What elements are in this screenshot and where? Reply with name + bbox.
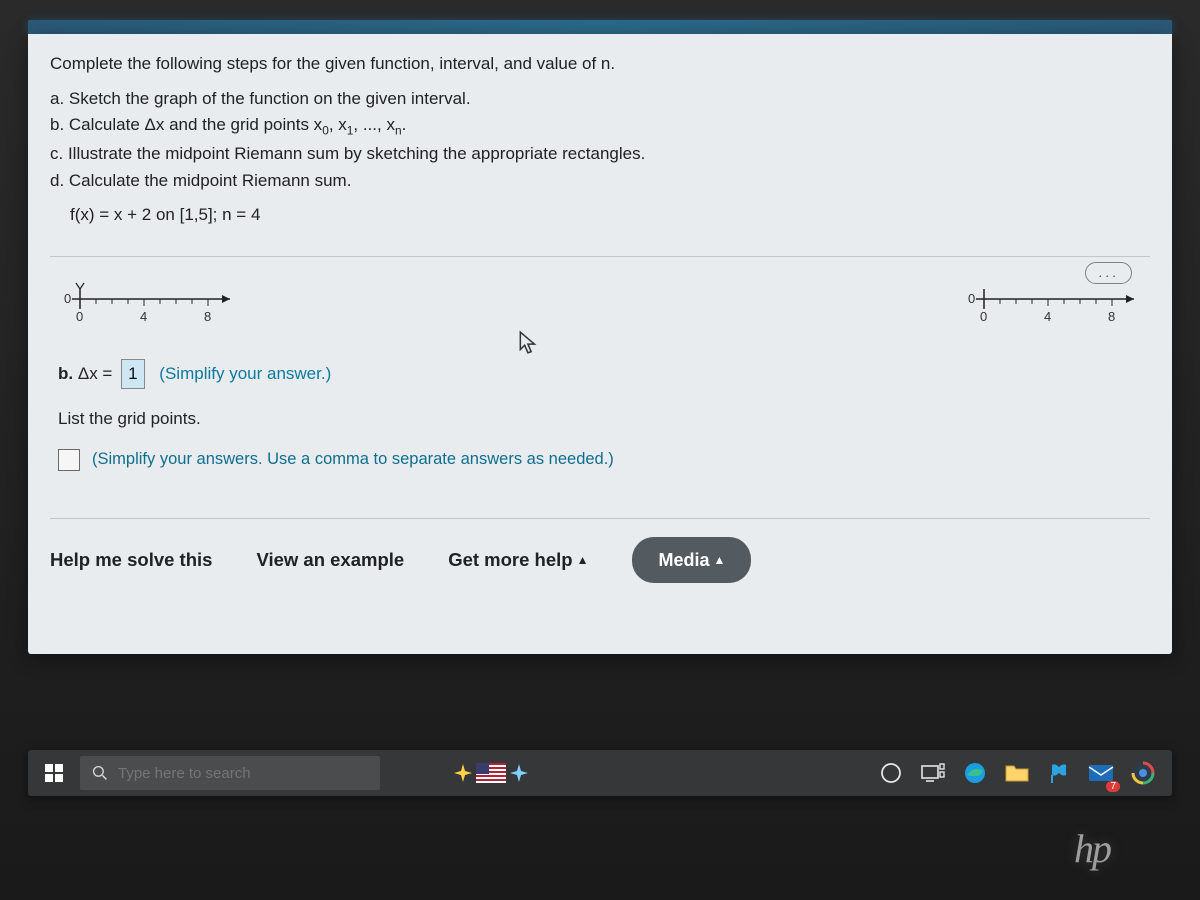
help-solve-link[interactable]: Help me solve this [50, 547, 212, 574]
windows-taskbar: 7 [28, 750, 1172, 796]
answer-b-row: b. Δx = 1 (Simplify your answer.) [58, 359, 1150, 390]
flag-icon [476, 763, 506, 783]
axis-y-label: 0 [64, 291, 71, 306]
step-c: c. Illustrate the midpoint Riemann sum b… [50, 142, 1150, 167]
media-label: Media [658, 550, 709, 570]
axis-ticks [80, 299, 208, 306]
step-b-prefix: b. Calculate Δx and the grid points x [50, 115, 322, 134]
step-b-dots: , ..., x [353, 115, 395, 134]
get-more-help-link[interactable]: Get more help ▲ [448, 547, 588, 574]
monitor-frame: Complete the following steps for the giv… [0, 0, 1200, 900]
window-title-bar [28, 20, 1172, 34]
view-example-link[interactable]: View an example [256, 547, 404, 574]
media-button[interactable]: Media ▲ [632, 537, 751, 583]
delta-x-input[interactable]: 1 [121, 359, 144, 390]
function-line: f(x) = x + 2 on [1,5]; n = 4 [70, 203, 1150, 228]
hp-logo: hp [1074, 825, 1110, 872]
windows-icon [44, 763, 64, 783]
svg-text:4: 4 [1044, 309, 1051, 324]
axes-row: 0 0 4 8 [50, 281, 1150, 331]
browser-icon[interactable] [1128, 758, 1158, 788]
grid-points-answer-row: (Simplify your answers. Use a comma to s… [58, 448, 1150, 472]
mini-axis-left[interactable]: 0 0 4 8 [58, 281, 238, 331]
taskbar-tray: 7 [876, 758, 1172, 788]
svg-text:8: 8 [204, 309, 211, 324]
svg-text:4: 4 [140, 309, 147, 324]
file-explorer-icon[interactable] [1002, 758, 1032, 788]
taskbar-search-input[interactable] [118, 765, 368, 782]
simplify-note: (Simplify your answer.) [159, 364, 331, 383]
sub-0: 0 [322, 124, 329, 138]
grid-points-prompt: List the grid points. [58, 407, 1150, 432]
taskbar-search[interactable] [80, 756, 380, 790]
problem-panel: Complete the following steps for the giv… [28, 34, 1172, 654]
answer-b-label: b. [58, 364, 73, 383]
delta-x-prefix: Δx = [78, 364, 113, 383]
grid-points-input[interactable] [58, 449, 80, 471]
store-icon[interactable] [1044, 758, 1074, 788]
step-b-suffix: . [402, 115, 407, 134]
svg-text:8: 8 [1108, 309, 1115, 324]
caret-up-icon: ▲ [577, 553, 589, 567]
svg-text:0: 0 [76, 309, 83, 324]
get-more-help-label: Get more help [448, 549, 572, 570]
sub-n: n [395, 124, 402, 138]
mail-badge: 7 [1106, 781, 1120, 792]
help-row: Help me solve this View an example Get m… [50, 518, 1150, 583]
start-button[interactable] [28, 750, 80, 796]
sparkle-icon [452, 762, 474, 784]
caret-up-icon: ▲ [714, 553, 726, 567]
news-widget[interactable] [452, 762, 530, 784]
mini-axis-right[interactable]: 0 0 4 8 [962, 281, 1142, 331]
step-b-mid: , x [329, 115, 347, 134]
problem-steps: a. Sketch the graph of the function on t… [50, 87, 1150, 194]
cortana-icon[interactable] [876, 758, 906, 788]
step-b: b. Calculate Δx and the grid points x0, … [50, 113, 1150, 140]
problem-intro: Complete the following steps for the giv… [50, 52, 1150, 77]
grid-points-note: (Simplify your answers. Use a comma to s… [92, 448, 614, 472]
task-view-icon[interactable] [918, 758, 948, 788]
svg-text:0: 0 [968, 291, 975, 306]
sparkle-icon [508, 762, 530, 784]
svg-text:0: 0 [980, 309, 987, 324]
edge-icon[interactable] [960, 758, 990, 788]
mail-icon[interactable]: 7 [1086, 758, 1116, 788]
cursor-icon [518, 330, 540, 356]
step-d: d. Calculate the midpoint Riemann sum. [50, 169, 1150, 194]
divider [50, 256, 1150, 257]
step-a: a. Sketch the graph of the function on t… [50, 87, 1150, 112]
search-icon [92, 765, 108, 781]
